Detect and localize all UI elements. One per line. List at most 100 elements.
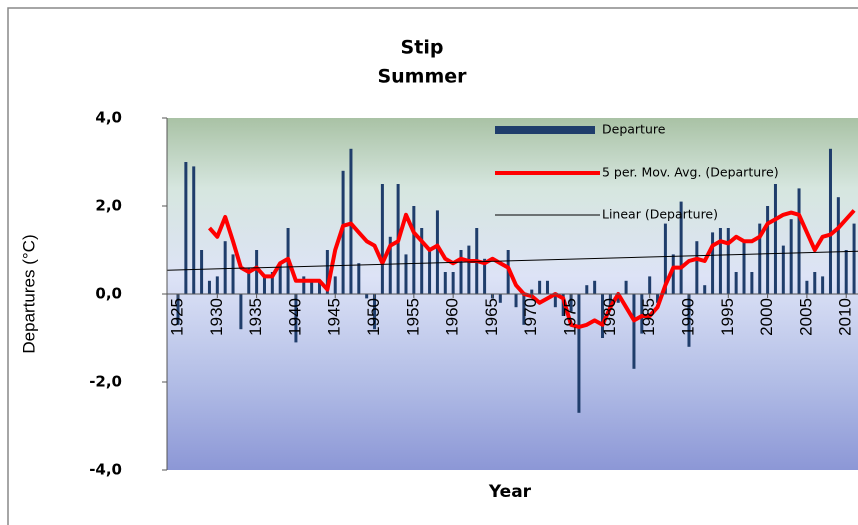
- y-tick-label: 4,0: [95, 109, 122, 127]
- bar: [443, 272, 447, 294]
- bar: [703, 285, 707, 294]
- x-tick-label: 1990: [678, 298, 697, 336]
- plot: [167, 148, 858, 413]
- x-tick-label: 1935: [246, 298, 265, 336]
- bar: [247, 267, 251, 294]
- bar: [262, 276, 266, 294]
- bar: [483, 258, 487, 294]
- bar: [577, 294, 581, 413]
- bar: [593, 280, 597, 294]
- bar: [852, 223, 856, 294]
- bar: [789, 219, 793, 294]
- bar: [270, 272, 274, 294]
- bar: [223, 241, 227, 294]
- bar: [797, 188, 801, 294]
- bar: [569, 294, 573, 312]
- bar: [522, 294, 526, 325]
- bar: [773, 184, 777, 294]
- bar: [813, 272, 817, 294]
- y-axis-label: Departures (°C): [19, 234, 38, 353]
- legend-label: 5 per. Mov. Avg. (Departure): [602, 165, 779, 180]
- bar: [734, 272, 738, 294]
- x-axis-label: Year: [488, 482, 532, 502]
- bar: [538, 280, 542, 294]
- bar: [498, 294, 502, 303]
- bar: [215, 276, 219, 294]
- bar: [184, 162, 188, 294]
- bar: [333, 276, 337, 294]
- bar: [601, 294, 605, 338]
- bar: [781, 245, 785, 294]
- bar: [648, 276, 652, 294]
- bar: [412, 206, 416, 294]
- x-tick-label: 1955: [403, 298, 422, 336]
- bar: [428, 250, 432, 294]
- bar: [585, 285, 589, 294]
- legend-swatch: [495, 126, 595, 134]
- bar: [435, 210, 439, 294]
- bar: [176, 294, 180, 325]
- chart-title: Stip: [401, 37, 444, 59]
- bar: [192, 166, 196, 294]
- bar: [325, 250, 329, 294]
- bar: [718, 228, 722, 294]
- bar: [821, 276, 825, 294]
- x-tick-label: 2000: [757, 298, 776, 336]
- bar: [530, 289, 534, 294]
- x-tick-label: 1980: [600, 298, 619, 336]
- bar: [656, 294, 660, 303]
- y-tick-label: 0,0: [95, 285, 122, 303]
- chart-subtitle: Summer: [377, 66, 467, 88]
- bar: [294, 294, 298, 343]
- x-tick-label: 1985: [639, 298, 658, 336]
- bar: [388, 236, 392, 294]
- bar: [420, 228, 424, 294]
- bar: [380, 184, 384, 294]
- bar: [758, 223, 762, 294]
- bar: [357, 263, 361, 294]
- bar: [310, 280, 314, 294]
- bar: [663, 223, 667, 294]
- bar: [726, 228, 730, 294]
- trend-line: [167, 250, 858, 271]
- y-tick-label: 2,0: [95, 197, 122, 215]
- bar: [805, 280, 809, 294]
- bar: [742, 241, 746, 294]
- legend-label: Linear (Departure): [602, 207, 718, 222]
- bar: [318, 280, 322, 294]
- bar: [828, 148, 832, 294]
- bar: [616, 294, 620, 303]
- bar: [404, 254, 408, 294]
- bar: [766, 206, 770, 294]
- bar: [608, 294, 612, 308]
- x-tick-label: 1995: [718, 298, 737, 336]
- bar: [278, 263, 282, 294]
- bar: [255, 250, 259, 294]
- bar: [302, 276, 306, 294]
- bar: [207, 280, 211, 294]
- bar: [679, 201, 683, 294]
- bar: [553, 294, 557, 308]
- bar: [514, 294, 518, 308]
- bar: [200, 250, 204, 294]
- bar: [341, 170, 345, 294]
- bar: [671, 254, 675, 294]
- bar: [231, 254, 235, 294]
- bar: [844, 250, 848, 294]
- x-tick-label: 1940: [285, 298, 304, 336]
- bar: [459, 250, 463, 294]
- bar: [695, 241, 699, 294]
- x-tick-label: 1975: [561, 298, 580, 336]
- bar: [545, 280, 549, 294]
- x-tick-label: 1945: [325, 298, 344, 336]
- bar: [467, 245, 471, 294]
- y-tick-label: -4,0: [89, 461, 122, 479]
- bar: [373, 294, 377, 330]
- x-tick-label: 1950: [364, 298, 383, 336]
- bar: [687, 294, 691, 347]
- bar: [365, 294, 369, 299]
- bar: [239, 294, 243, 330]
- x-tick-label: 2010: [836, 298, 855, 336]
- x-tick-label: 2005: [796, 298, 815, 336]
